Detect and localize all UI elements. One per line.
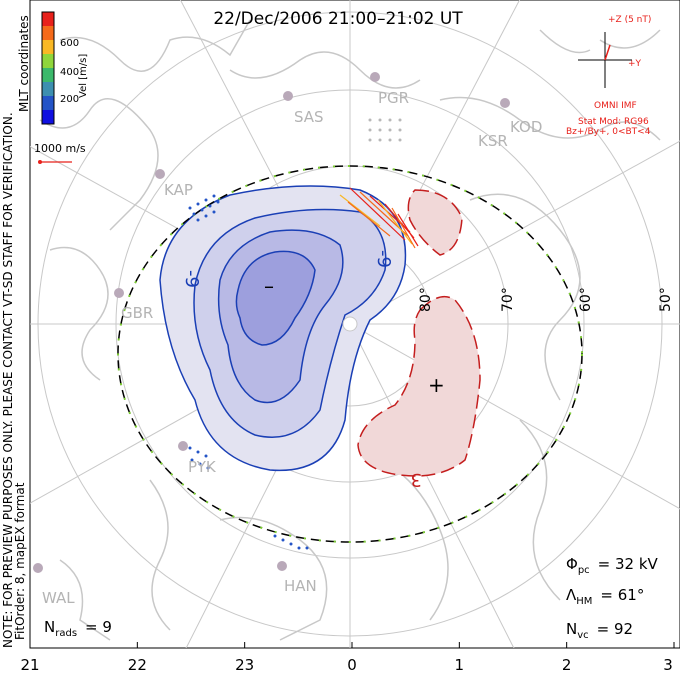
station-label-kod: KOD [510, 118, 542, 136]
pole-marker [342, 316, 358, 332]
contour-label-pos: 3 [411, 469, 422, 490]
positive-cell [357, 189, 481, 477]
coord-label: MLT coordinates [17, 15, 31, 112]
imf-source: OMNI IMF [594, 101, 637, 111]
mlt-tick-label-21: 21 [20, 656, 39, 674]
contour-label-neg: -9 [181, 270, 202, 288]
station-label-gbr: GBR [121, 304, 153, 322]
preview-note: NOTE: FOR PREVIEW PURPOSES ONLY. PLEASE … [1, 112, 15, 648]
colorbar-tick-400: 400 [60, 67, 79, 78]
lat-label-70: 70° [500, 287, 516, 312]
mlt-tick-label-2: 2 [562, 656, 572, 674]
colorbar-swatch-7 [42, 110, 54, 124]
vector-scale-label: 1000 m/s [34, 142, 86, 155]
imf-clock [578, 32, 632, 88]
imf-z-label: +Z (5 nT) [608, 15, 651, 25]
colorbar-swatch-3 [42, 54, 54, 68]
potential-min-marker: – [264, 274, 274, 298]
lat-label-80: 80° [418, 287, 434, 312]
station-label-sas: SAS [294, 108, 324, 126]
stat-phi: Φpc = 32 kV [566, 555, 659, 576]
negative-cell [159, 185, 407, 472]
mlt-tick-label-22: 22 [128, 656, 147, 674]
station-label-kap: KAP [164, 181, 193, 199]
mlt-tick-label-0: 0 [347, 656, 357, 674]
station-vectors [188, 194, 309, 550]
mlt-axis: 21 22 23 0 1 2 3 [20, 642, 675, 674]
fit-order-note: FitOrder: 8, mapEX format [13, 482, 27, 640]
colorbar-swatch-4 [42, 68, 54, 82]
station-label-ksr: KSR [478, 132, 508, 150]
grey-grid-dots [368, 118, 402, 142]
svg-text:Φpc= 32 kV: Φpc = 32 kV [566, 555, 659, 576]
svg-text:Nvc= 92: Nvc = 92 [566, 620, 633, 641]
lat-label-60: 60° [578, 287, 594, 312]
colorbar-label: Vel [m/s] [78, 54, 89, 98]
colorbar-swatch-0 [42, 12, 54, 26]
station-label-han: HAN [284, 577, 317, 595]
station-label-pyk: PYK [188, 458, 217, 476]
contour-label-neg2: -9 [373, 250, 394, 268]
station-markers [33, 72, 510, 573]
station-label-wal: WAL [42, 589, 75, 607]
svg-text:Nrads= 9: Nrads = 9 [44, 618, 112, 639]
mlt-tick-label-1: 1 [455, 656, 465, 674]
coastlines [39, 19, 661, 641]
stat-nrads: Nrads = 9 [44, 618, 112, 639]
mlt-tick-label-23: 23 [235, 656, 254, 674]
colorbar-outline [41, 11, 55, 125]
svg-text:ΛHM= 61°: ΛHM = 61° [566, 586, 644, 607]
colorbar-swatch-1 [42, 26, 54, 40]
stat-nvc: Nvc = 92 [566, 620, 633, 641]
lat-label-50: 50° [658, 287, 674, 312]
colorbar-swatch-2 [42, 40, 54, 54]
imf-y-label: +Y [628, 59, 642, 69]
imf-model-line2: Bz+/By+, 0<BT<4 [566, 127, 651, 137]
mlt-tick-label-3: 3 [663, 656, 673, 674]
stat-lambda: ΛHM = 61° [566, 586, 644, 607]
potential-max-marker: + [428, 373, 445, 397]
colorbar-swatch-5 [42, 82, 54, 96]
velocity-vectors [339, 187, 419, 249]
station-label-pgr: PGR [378, 89, 409, 107]
imf-model-line1: Stat Mod: RG96 [578, 117, 649, 127]
boundary-markers [117, 165, 583, 543]
colorbar-tick-600: 600 [60, 38, 79, 49]
page-title: 22/Dec/2006 21:00–21:02 UT [213, 9, 463, 29]
colorbar [41, 11, 55, 125]
colorbar-tick-200: 200 [60, 94, 79, 105]
vector-scale-dot [38, 160, 42, 164]
colorbar-swatch-6 [42, 96, 54, 110]
